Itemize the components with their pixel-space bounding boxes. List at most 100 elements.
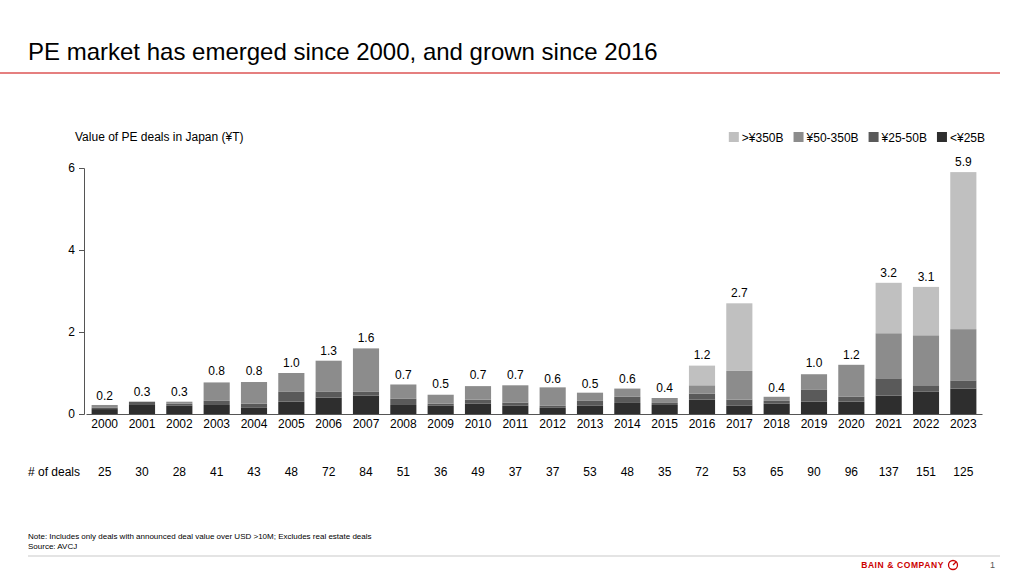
bar-segment [129, 402, 155, 405]
bar-segment [614, 397, 640, 403]
bar-segment [764, 404, 790, 414]
bar-segment [390, 384, 416, 385]
bar-segment [129, 401, 155, 402]
deal-count: 28 [173, 465, 187, 479]
x-tick-label: 2011 [502, 417, 528, 431]
total-label: 0.4 [656, 381, 673, 395]
bar-segment [502, 403, 528, 406]
x-tick-label: 2004 [241, 417, 268, 431]
bar-segment [540, 387, 566, 405]
legend-label: <¥25B [950, 131, 985, 145]
bar-segment [390, 399, 416, 405]
bar-segment [540, 406, 566, 408]
legend: >¥350B¥50-350B¥25-50B<¥25B [729, 131, 985, 145]
deal-count: 41 [210, 465, 224, 479]
bar-segment [838, 365, 864, 397]
total-label: 5.9 [955, 155, 972, 169]
y-axis-line [79, 169, 85, 415]
bar-segment [764, 397, 790, 401]
deal-count-label: # of deals [28, 465, 80, 479]
bar-segment [652, 403, 678, 405]
y-tick-mark [79, 414, 84, 415]
deal-count: 90 [807, 465, 821, 479]
bar-segment [577, 401, 603, 406]
x-tick: 2014 [614, 417, 641, 431]
bar-segment [876, 283, 902, 333]
total-label: 0.6 [619, 372, 636, 386]
deal-count: 43 [247, 465, 261, 479]
bar-segment [801, 374, 827, 389]
x-tick: 2021 [875, 417, 902, 431]
page-number: 1 [990, 560, 995, 570]
x-tick: 2010 [465, 417, 492, 431]
chart-svg: PE market has emerged since 2000, and gr… [0, 0, 1024, 576]
x-tick: 2008 [390, 417, 417, 431]
bar-segment [316, 398, 342, 414]
deal-count: 36 [434, 465, 448, 479]
total-label: 0.8 [208, 364, 225, 378]
x-tick-label: 2014 [614, 417, 641, 431]
bar-segment [92, 404, 118, 405]
x-tick: 2011 [502, 417, 528, 431]
total-label: 0.6 [544, 372, 561, 386]
total-label: 0.4 [768, 381, 785, 395]
x-tick: 2017 [726, 417, 753, 431]
legend-swatch [869, 132, 879, 142]
x-tick-label: 2006 [315, 417, 342, 431]
legend-item: >¥350B [729, 131, 784, 145]
bars [92, 172, 977, 414]
bar-segment [876, 396, 902, 414]
bar-segment [950, 329, 976, 380]
total-label: 0.5 [582, 377, 599, 391]
x-tick-label: 2017 [726, 417, 753, 431]
bar-segment [689, 400, 715, 414]
x-tick-label: 2001 [129, 417, 156, 431]
bar-segment [876, 378, 902, 395]
note: Note: Includes only deals with announced… [28, 532, 372, 541]
bar-segment [390, 384, 416, 398]
deal-count: 65 [770, 465, 784, 479]
x-tick: 2003 [203, 417, 230, 431]
legend-swatch [729, 132, 739, 142]
x-tick: 2016 [689, 417, 716, 431]
bar-segment [465, 386, 491, 400]
deal-count: 72 [695, 465, 709, 479]
x-tick: 2020 [838, 417, 865, 431]
footer-rule [28, 556, 1000, 557]
deal-count: 125 [953, 465, 973, 479]
bar-segment [652, 398, 678, 403]
y-axis-title: Value of PE deals in Japan (¥T) [75, 130, 244, 144]
total-labels: 0.20.30.30.80.81.01.31.60.70.50.70.70.60… [96, 155, 972, 403]
x-tick-label: 2005 [278, 417, 305, 431]
total-label: 0.3 [134, 385, 151, 399]
y-axis: 0246 [68, 161, 84, 421]
bar-segment [166, 402, 192, 404]
total-label: 0.5 [432, 377, 449, 391]
bar-segment [353, 348, 379, 349]
x-tick: 2013 [577, 417, 604, 431]
total-label: 3.2 [880, 266, 897, 280]
y-tick-mark [79, 250, 84, 251]
series-2 [92, 329, 977, 407]
y-tick: 4 [68, 243, 84, 257]
bar-segment [726, 303, 752, 371]
x-tick: 2015 [651, 417, 678, 431]
bar-segment [465, 404, 491, 414]
bar-segment [204, 382, 230, 383]
bar-segment [577, 393, 603, 401]
deal-counts: 2530284143487284513649373753483572536590… [98, 465, 974, 479]
x-tick-label: 2015 [651, 417, 678, 431]
x-tick: 2022 [913, 417, 940, 431]
legend-label: ¥25-50B [881, 131, 927, 145]
bar-segment [204, 405, 230, 414]
deal-count: 84 [359, 465, 373, 479]
bar-segment [652, 405, 678, 414]
bar-segment [241, 408, 267, 414]
y-tick: 0 [68, 407, 84, 421]
total-label: 0.3 [171, 385, 188, 399]
title-rule [0, 72, 1000, 73]
bar-segment [502, 385, 528, 402]
deal-count: 48 [285, 465, 299, 479]
bar-segment [241, 404, 267, 408]
bar-segment [92, 407, 118, 409]
